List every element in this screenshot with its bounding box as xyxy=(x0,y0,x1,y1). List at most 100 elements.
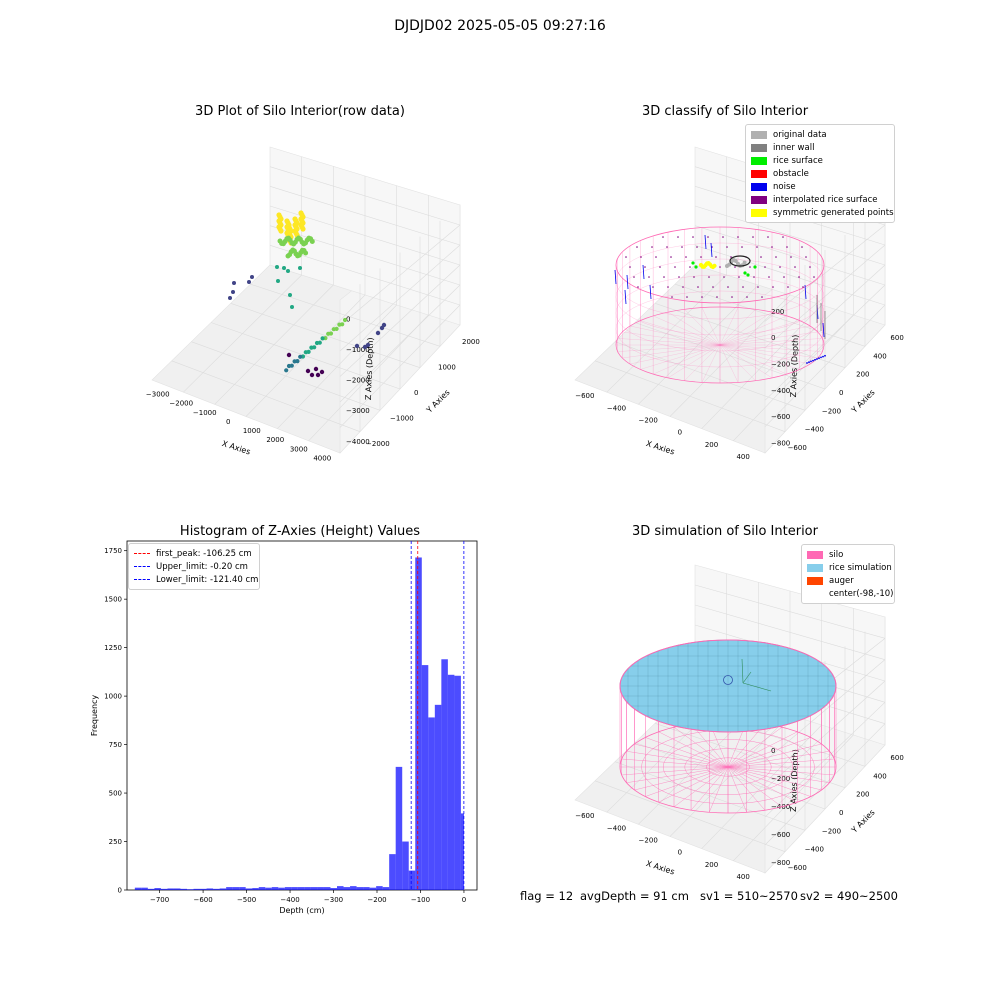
data-point xyxy=(303,250,309,256)
panel2-title: 3D classify of Silo Interior xyxy=(641,104,809,119)
silo-floor-spoke xyxy=(727,766,830,783)
symmetric-point xyxy=(712,263,717,268)
silo-floor-spoke xyxy=(719,344,787,375)
silo-floor-spoke xyxy=(617,344,721,352)
silo-floor-spoke xyxy=(719,344,800,370)
interpolated-point xyxy=(640,256,642,258)
y-tick-label: 200 xyxy=(856,791,869,799)
interpolated-point xyxy=(712,286,714,288)
panel4-3d-simulation: −600 −400 −200 0 200 400 −600 −400 −200 0 200 400 60… xyxy=(574,564,904,881)
noise-point xyxy=(818,357,820,360)
silo-floor-spoke xyxy=(727,766,835,776)
histogram-legend: first_peak: -106.25 cm Upper_limit: -0.20… xyxy=(128,543,260,590)
histogram-bar xyxy=(304,887,311,890)
interpolated-point xyxy=(716,296,718,298)
x-axis-label: Depth (cm) xyxy=(279,906,324,915)
legend-label: first_peak: -106.25 cm xyxy=(156,548,252,559)
silo-floor-spoke xyxy=(719,344,773,379)
noise-point xyxy=(824,354,826,357)
histogram-bars xyxy=(134,557,464,890)
z-tick-label: −3000 xyxy=(346,407,370,415)
z-axis-label: Z Axies (Depth) xyxy=(364,337,375,400)
interpolated-point xyxy=(738,276,740,278)
original-point xyxy=(727,262,732,267)
data-point xyxy=(305,368,311,374)
histogram-bar xyxy=(271,887,279,890)
original-point xyxy=(742,260,747,265)
x-tick-label: 400 xyxy=(736,453,749,461)
interpolated-point xyxy=(772,286,774,288)
interpolated-point xyxy=(801,246,803,248)
y-tick-label: 600 xyxy=(890,334,903,342)
silo-floor-spoke xyxy=(727,743,822,768)
interpolated-point xyxy=(700,256,702,258)
data-point xyxy=(231,290,235,294)
legend-swatch xyxy=(751,195,767,204)
legend-label: rice simulation xyxy=(829,562,892,573)
interpolated-point xyxy=(666,246,668,248)
histogram-bar xyxy=(219,888,227,890)
silo-floor-spoke xyxy=(645,737,729,768)
histogram-bar xyxy=(278,887,285,890)
legend-item: interpolated rice surface xyxy=(751,193,889,206)
interpolated-point xyxy=(682,286,684,288)
histogram-bar xyxy=(389,854,396,890)
interpolated-point xyxy=(655,256,657,258)
interpolated-point xyxy=(764,266,766,268)
histogram-bar xyxy=(460,813,464,890)
z-tick-label: −400 xyxy=(771,387,790,395)
interpolated-point xyxy=(805,256,807,258)
scatter-points xyxy=(228,210,387,378)
noise-point xyxy=(814,358,816,361)
histogram-bar xyxy=(356,887,364,890)
histogram-bar xyxy=(363,887,370,890)
y-tick-label: −1000 xyxy=(390,415,414,423)
histogram-bar xyxy=(454,675,461,890)
noise-point xyxy=(812,359,814,362)
silo-floor-spoke xyxy=(634,743,729,768)
data-point xyxy=(250,275,254,279)
z-tick-label: 0 xyxy=(771,334,775,342)
silo-floor-spoke xyxy=(719,344,811,365)
interpolated-point xyxy=(636,246,638,248)
footer-sv2: sv2 = 490~2500 xyxy=(800,889,898,903)
data-point xyxy=(362,344,368,350)
x-tick-label: 0 xyxy=(462,896,466,904)
center-axis-line xyxy=(741,658,744,684)
interpolated-point xyxy=(670,256,672,258)
interpolated-point xyxy=(741,246,743,248)
legend-label: silo xyxy=(829,549,844,560)
histogram-bar xyxy=(284,887,292,890)
z-tick-label: −2000 xyxy=(346,377,370,385)
interpolated-point xyxy=(671,296,673,298)
histogram-bar xyxy=(160,888,168,890)
interpolated-point xyxy=(802,286,804,288)
histogram-bar xyxy=(180,888,187,890)
y-tick-label: 400 xyxy=(873,772,886,780)
interpolated-point xyxy=(767,236,769,238)
original-point xyxy=(733,259,738,264)
histogram-bar xyxy=(369,887,377,890)
y-tick-label: 2000 xyxy=(462,338,480,346)
silo-floor-spoke xyxy=(629,344,721,365)
interpolated-point xyxy=(737,236,739,238)
interpolated-point xyxy=(696,246,698,248)
interpolated-point xyxy=(734,266,736,268)
y-tick-label: 1500 xyxy=(104,596,122,604)
interpolated-point xyxy=(787,286,789,288)
interpolated-point xyxy=(731,296,733,298)
legend-label: interpolated rice surface xyxy=(773,194,878,205)
data-point xyxy=(286,269,290,273)
histogram-bar xyxy=(193,888,201,890)
silo-floor-spoke xyxy=(658,731,729,768)
silo-floor-spoke xyxy=(667,344,721,379)
x-tick-label: −300 xyxy=(324,896,343,904)
silo-floor-spoke xyxy=(701,344,721,383)
silo-floor-spoke xyxy=(673,727,729,768)
y-tick-label: 0 xyxy=(839,389,843,397)
silo-floor-spoke xyxy=(626,751,729,768)
interpolated-point xyxy=(667,286,669,288)
x-tick-label: −1000 xyxy=(193,409,217,417)
noise-point xyxy=(820,356,822,359)
histogram-bar xyxy=(252,888,259,890)
